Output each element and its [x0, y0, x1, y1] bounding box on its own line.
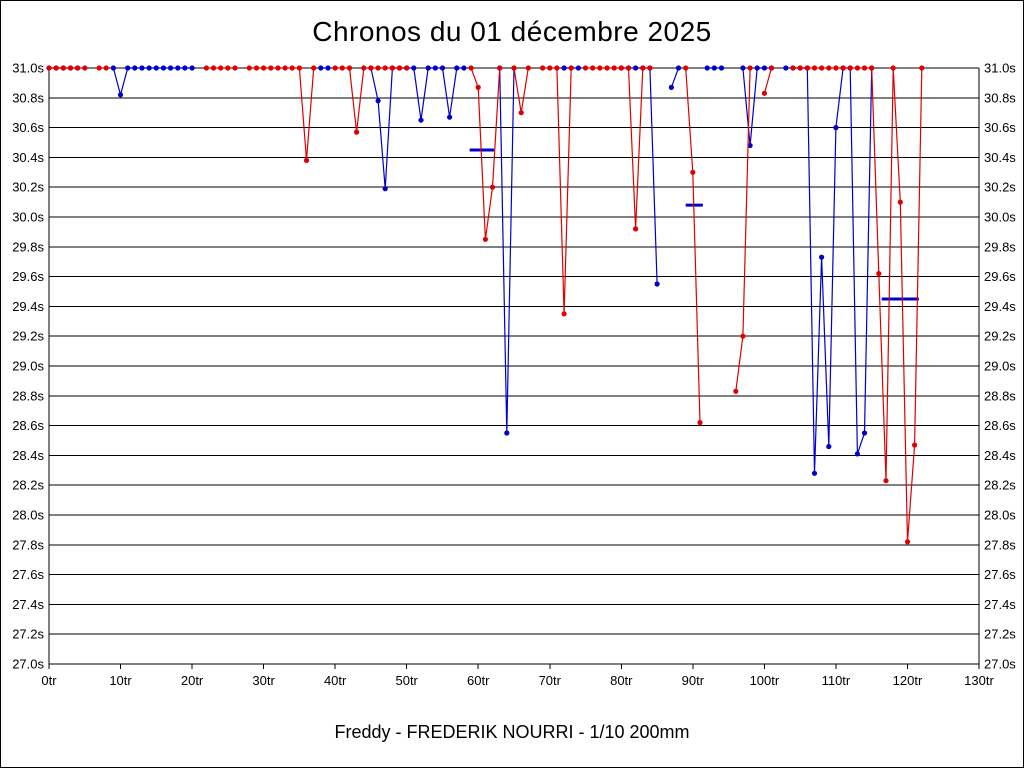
svg-text:70tr: 70tr [539, 673, 562, 688]
svg-text:10tr: 10tr [109, 673, 132, 688]
svg-text:29.8s: 29.8s [984, 239, 1016, 254]
svg-text:30.8s: 30.8s [984, 90, 1016, 105]
svg-text:28.8s: 28.8s [12, 388, 44, 403]
svg-text:90tr: 90tr [682, 673, 705, 688]
svg-text:31.0s: 31.0s [984, 61, 1016, 76]
svg-text:60tr: 60tr [467, 673, 490, 688]
svg-text:30.2s: 30.2s [12, 180, 44, 195]
svg-text:40tr: 40tr [324, 673, 347, 688]
svg-text:29.2s: 29.2s [984, 329, 1016, 344]
svg-text:27.4s: 27.4s [984, 597, 1016, 612]
svg-text:27.2s: 27.2s [12, 627, 44, 642]
svg-text:80tr: 80tr [610, 673, 633, 688]
chart-footer: Freddy - FREDERIK NOURRI - 1/10 200mm [334, 722, 690, 742]
svg-text:27.8s: 27.8s [12, 537, 44, 552]
svg-text:100tr: 100tr [750, 673, 780, 688]
page-title: Chronos du 01 décembre 2025 [312, 16, 712, 47]
svg-text:29.0s: 29.0s [984, 359, 1016, 374]
svg-text:31.0s: 31.0s [12, 61, 44, 76]
svg-text:27.2s: 27.2s [984, 627, 1016, 642]
svg-text:27.0s: 27.0s [984, 657, 1016, 672]
svg-text:29.0s: 29.0s [12, 359, 44, 374]
svg-text:30.2s: 30.2s [984, 180, 1016, 195]
svg-text:30.6s: 30.6s [12, 120, 44, 135]
svg-text:130tr: 130tr [964, 673, 994, 688]
svg-text:28.0s: 28.0s [984, 508, 1016, 523]
svg-text:30.4s: 30.4s [12, 150, 44, 165]
svg-text:29.4s: 29.4s [12, 299, 44, 314]
svg-text:28.6s: 28.6s [984, 418, 1016, 433]
svg-text:28.4s: 28.4s [984, 448, 1016, 463]
svg-text:28.4s: 28.4s [12, 448, 44, 463]
svg-text:29.8s: 29.8s [12, 239, 44, 254]
svg-text:27.6s: 27.6s [12, 567, 44, 582]
svg-text:50tr: 50tr [395, 673, 418, 688]
svg-text:30.6s: 30.6s [984, 120, 1016, 135]
svg-text:29.6s: 29.6s [984, 269, 1016, 284]
svg-text:30.0s: 30.0s [984, 210, 1016, 225]
svg-text:27.0s: 27.0s [12, 657, 44, 672]
svg-text:20tr: 20tr [181, 673, 204, 688]
svg-text:30.8s: 30.8s [12, 90, 44, 105]
svg-text:28.2s: 28.2s [984, 478, 1016, 493]
svg-text:27.8s: 27.8s [984, 537, 1016, 552]
svg-text:30.4s: 30.4s [984, 150, 1016, 165]
svg-text:0tr: 0tr [41, 673, 57, 688]
svg-text:28.8s: 28.8s [984, 388, 1016, 403]
svg-text:28.2s: 28.2s [12, 478, 44, 493]
svg-text:28.0s: 28.0s [12, 508, 44, 523]
svg-text:28.6s: 28.6s [12, 418, 44, 433]
svg-text:27.4s: 27.4s [12, 597, 44, 612]
svg-text:30.0s: 30.0s [12, 210, 44, 225]
svg-text:30tr: 30tr [252, 673, 275, 688]
svg-text:29.2s: 29.2s [12, 329, 44, 344]
svg-text:27.6s: 27.6s [984, 567, 1016, 582]
svg-text:120tr: 120tr [893, 673, 923, 688]
svg-text:29.4s: 29.4s [984, 299, 1016, 314]
svg-text:29.6s: 29.6s [12, 269, 44, 284]
svg-text:110tr: 110tr [822, 673, 851, 688]
